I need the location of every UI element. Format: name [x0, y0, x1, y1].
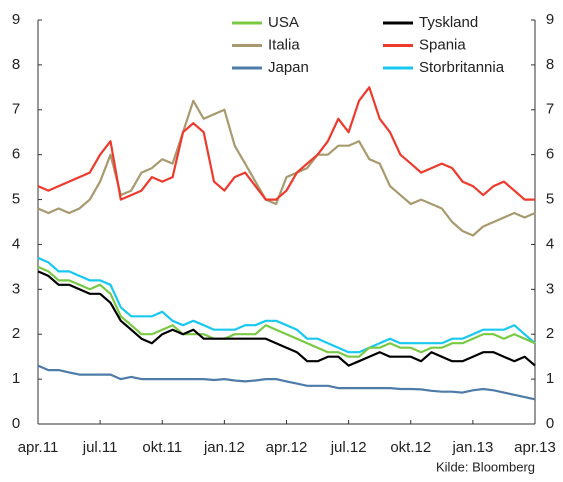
- legend-label: Storbritannia: [419, 59, 505, 76]
- line-series: [37, 86, 535, 201]
- y2-tick-label: 3: [546, 280, 554, 297]
- line-series: [37, 265, 536, 358]
- legend-label: Spania: [419, 36, 466, 53]
- x-tick-label: apr.11: [18, 439, 59, 456]
- y-tick-label: 1: [12, 370, 20, 387]
- legend-label: Japan: [268, 59, 309, 76]
- line-series: [37, 99, 536, 237]
- x-tick-label: jan.13: [451, 439, 493, 456]
- y2-tick-label: 5: [546, 191, 554, 208]
- y-tick-label: 9: [12, 11, 20, 28]
- legend-label: Italia: [268, 36, 300, 53]
- y-tick-label: 6: [12, 146, 20, 163]
- y2-tick-label: 1: [546, 370, 554, 387]
- y2-tick-label: 8: [546, 56, 554, 73]
- y-tick-label: 8: [12, 56, 20, 73]
- line-series: [37, 256, 536, 354]
- y-tick-label: 3: [12, 280, 20, 297]
- line-series: [37, 270, 536, 367]
- legend-label: USA: [268, 14, 299, 31]
- y-tick-label: 2: [12, 325, 20, 342]
- y2-tick-label: 7: [546, 101, 554, 118]
- y-tick-label: 4: [12, 235, 20, 252]
- x-tick-label: jul.12: [330, 439, 367, 456]
- y2-tick-label: 0: [546, 415, 554, 432]
- x-tick-label: apr.12: [266, 439, 308, 456]
- y2-tick-label: 6: [546, 146, 554, 163]
- x-tick-label: apr.13: [514, 439, 556, 456]
- line-series: [37, 364, 536, 401]
- x-tick-label: okt.11: [142, 439, 182, 456]
- y2-tick-label: 4: [546, 235, 554, 252]
- source-note: Kilde: Bloomberg: [436, 459, 535, 474]
- legend-label: Tyskland: [419, 14, 478, 31]
- y-tick-label: 5: [12, 191, 20, 208]
- y-tick-label: 0: [12, 415, 20, 432]
- x-tick-label: jul.11: [82, 439, 118, 456]
- x-tick-label: okt.12: [390, 439, 431, 456]
- x-tick-label: jan.12: [203, 439, 245, 456]
- y2-tick-label: 9: [546, 11, 554, 28]
- y-tick-label: 7: [12, 101, 20, 118]
- y2-tick-label: 2: [546, 325, 554, 342]
